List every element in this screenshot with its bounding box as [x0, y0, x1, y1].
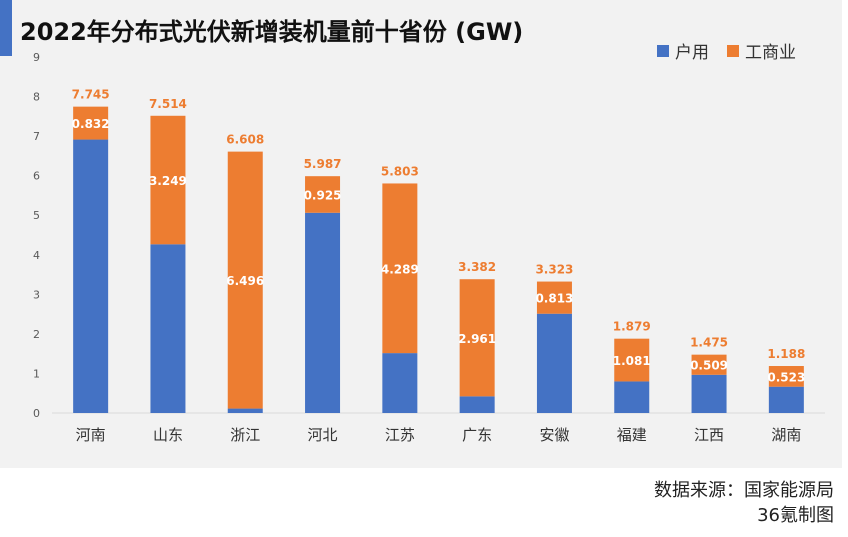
- data-label-total: 7.514: [149, 97, 187, 111]
- x-category-label: 江苏: [385, 426, 415, 444]
- x-category-label: 江西: [694, 426, 724, 444]
- x-category-label: 浙江: [230, 426, 260, 444]
- data-label-commercial: 0.523: [767, 370, 805, 384]
- data-label-total: 6.608: [226, 133, 264, 147]
- source-line: 数据来源：国家能源局: [654, 480, 834, 501]
- y-tick-label: 5: [33, 209, 40, 222]
- y-tick-label: 6: [33, 170, 40, 183]
- bar-segment-commercial: [768, 366, 804, 387]
- data-label-total: 3.323: [535, 263, 573, 277]
- bar-segment-commercial: [536, 281, 572, 314]
- y-tick-label: 9: [33, 51, 40, 64]
- x-category-label: 河南: [76, 426, 106, 444]
- chart-title: 2022年分布式光伏新增装机量前十省份 (GW): [20, 18, 524, 46]
- bar-segment-household: [382, 353, 418, 413]
- data-label-total: 7.745: [72, 88, 110, 102]
- y-tick-label: 3: [33, 288, 40, 301]
- bar-segment-household: [73, 139, 109, 414]
- legend-swatch-household: [657, 44, 669, 57]
- bar-segment-commercial: [305, 176, 341, 213]
- y-tick-label: 4: [33, 249, 40, 262]
- bar-segment-commercial: [691, 354, 727, 375]
- source-note: 数据来源：国家能源局 36氪制图: [654, 478, 834, 528]
- bar-segment-household: [227, 408, 263, 413]
- data-label-total: 1.879: [613, 320, 651, 334]
- x-category-label: 广东: [462, 426, 492, 444]
- y-tick-label: 2: [33, 328, 40, 341]
- credit-line: 36氪制图: [757, 505, 834, 526]
- x-category-label: 河北: [308, 426, 338, 444]
- data-label-commercial: 2.961: [458, 332, 496, 346]
- data-label-commercial: 0.832: [72, 117, 110, 131]
- data-label-commercial: 0.813: [535, 292, 573, 306]
- bar-segment-commercial: [459, 279, 495, 397]
- stacked-bar-chart: 0 1 2 3 4 5 6 7 8 9 0.832 7.745 河南 3.249 7.514 山东 6.496 6…: [33, 51, 825, 444]
- data-label-total: 3.382: [458, 260, 496, 274]
- x-category-label: 湖南: [771, 426, 801, 444]
- legend: 户用 工商业: [647, 38, 796, 63]
- bar-segment-household: [691, 374, 727, 413]
- y-tick-label: 0: [33, 407, 40, 420]
- x-category-label: 安徽: [539, 426, 569, 444]
- data-label-total: 1.475: [690, 336, 728, 350]
- y-tick-label: 1: [33, 367, 40, 380]
- data-label-total: 5.803: [381, 164, 419, 178]
- bar-segment-commercial: [73, 106, 109, 140]
- bar-segment-household: [305, 212, 341, 413]
- x-category-label: 福建: [617, 426, 647, 444]
- data-label-commercial: 6.496: [226, 274, 264, 288]
- data-label-commercial: 0.925: [304, 188, 342, 202]
- bar-segment-household: [768, 386, 804, 413]
- y-tick-label: 8: [33, 91, 40, 104]
- bar-segment-household: [150, 244, 186, 413]
- y-tick-label: 7: [33, 130, 40, 143]
- bar-segment-household: [614, 381, 650, 413]
- data-label-total: 1.188: [767, 347, 805, 361]
- data-label-commercial: 3.249: [149, 174, 187, 188]
- bar-segment-commercial: [227, 151, 263, 409]
- legend-swatch-commercial: [727, 44, 739, 57]
- bar-segment-commercial: [150, 115, 186, 245]
- bar-segment-commercial: [382, 183, 418, 354]
- bar-segment-household: [536, 313, 572, 413]
- x-category-label: 山东: [153, 426, 183, 444]
- bar-segment-household: [459, 396, 495, 413]
- data-label-total: 5.987: [304, 157, 342, 171]
- legend-label-household: 户用: [675, 43, 709, 63]
- data-label-commercial: 1.081: [613, 354, 651, 368]
- legend-label-commercial: 工商业: [745, 43, 796, 63]
- data-label-commercial: 0.509: [690, 359, 728, 373]
- data-label-commercial: 4.289: [381, 262, 419, 276]
- title-accent-bar: [0, 0, 12, 56]
- bar-segment-commercial: [614, 338, 650, 382]
- legend-item-household: 户用: [657, 38, 709, 63]
- legend-item-commercial: 工商业: [727, 38, 796, 63]
